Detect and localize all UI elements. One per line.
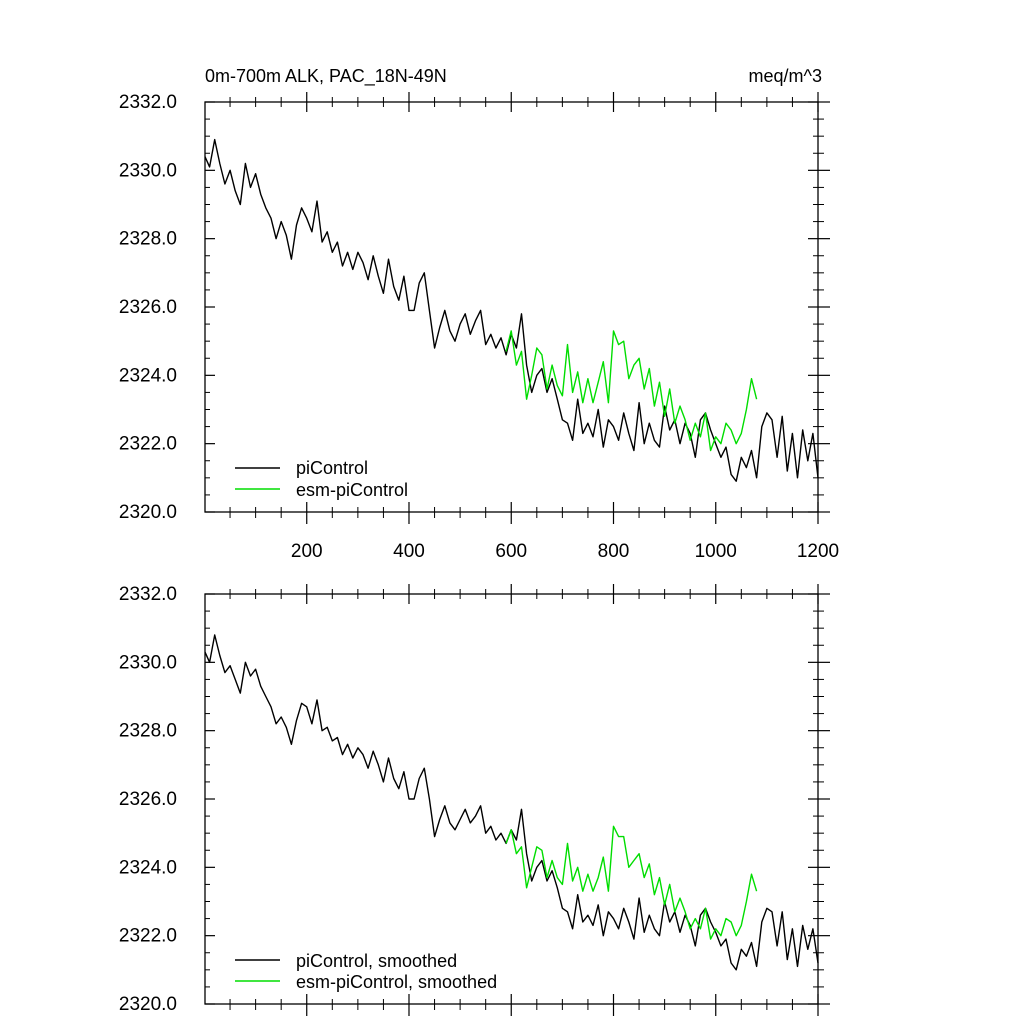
y-tick-label: 2320.0	[119, 994, 177, 1015]
series-line-picontrol	[204, 138, 819, 482]
legend: piControl esm-piControl	[235, 458, 408, 500]
y-tick-label: 2326.0	[119, 297, 177, 318]
y-tick-label: 2332.0	[119, 584, 177, 605]
bottom-panel: 2320.0 2322.0 2324.0 2326.0 2328.0 2330.0 2332…	[119, 584, 830, 1016]
y-tick-label: 2330.0	[119, 652, 177, 673]
series-line-esm-picontrol	[505, 330, 758, 452]
panel-title: 0m-700m ALK, PAC_18N-49N	[205, 66, 447, 87]
legend-label-picontrol-smoothed: piControl, smoothed	[296, 951, 457, 971]
top-panel: 0m-700m ALK, PAC_18N-49N meq/m^3 2320.0 2…	[119, 66, 839, 562]
x-tick-label: 1200	[797, 541, 839, 562]
y-tick-label: 2330.0	[119, 160, 177, 181]
y-tick-label: 2326.0	[119, 789, 177, 810]
series-line-esm-picontrol-smoothed	[505, 825, 758, 940]
y-tick-label: 2322.0	[119, 926, 177, 947]
x-tick-label: 800	[598, 541, 630, 562]
units-label: meq/m^3	[749, 66, 822, 86]
x-tick-label: 600	[495, 541, 527, 562]
legend-label-picontrol: piControl	[296, 458, 368, 478]
y-tick-label: 2324.0	[119, 365, 177, 386]
x-tick-label: 400	[393, 541, 425, 562]
y-tick-label: 2324.0	[119, 857, 177, 878]
legend-label-esm-picontrol: esm-piControl	[296, 480, 408, 500]
y-tick-label: 2322.0	[119, 434, 177, 455]
y-tick-label: 2320.0	[119, 502, 177, 523]
legend-label-esm-picontrol-smoothed: esm-piControl, smoothed	[296, 972, 497, 992]
y-tick-label: 2328.0	[119, 721, 177, 742]
y-tick-label: 2332.0	[119, 92, 177, 113]
legend: piControl, smoothed esm-piControl, smoot…	[235, 951, 497, 992]
y-tick-label: 2328.0	[119, 229, 177, 250]
x-tick-label: 200	[291, 541, 323, 562]
x-tick-label: 1000	[695, 541, 737, 562]
